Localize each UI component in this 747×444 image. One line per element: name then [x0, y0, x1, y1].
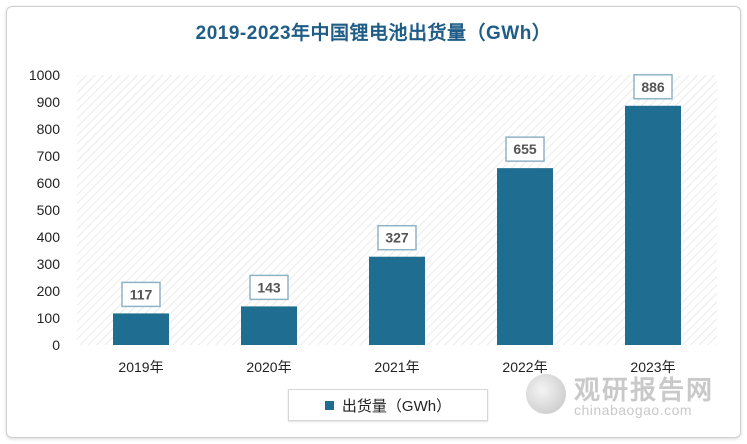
y-tick-label: 600 — [37, 175, 61, 191]
data-label: 117 — [130, 286, 153, 302]
bar — [497, 168, 553, 345]
bar — [241, 306, 297, 345]
watermark-url: chinabaogao.com — [574, 402, 693, 418]
y-tick-label: 800 — [37, 121, 61, 137]
data-labels: 117 143 327 655 886 — [121, 74, 673, 308]
y-tick-label: 0 — [52, 337, 60, 353]
y-tick-label: 100 — [37, 310, 61, 326]
bar — [369, 256, 425, 345]
x-category-label: 2021年 — [374, 359, 419, 375]
x-category-label: 2020年 — [246, 359, 291, 375]
data-label-box — [505, 136, 545, 162]
data-label-box — [249, 274, 289, 301]
data-label: 327 — [385, 230, 409, 246]
data-label-box — [121, 281, 161, 308]
bar — [625, 105, 681, 345]
legend-label: 出货量（GWh） — [341, 397, 452, 415]
y-tick-label: 300 — [37, 256, 61, 272]
x-axis: 2019年 2020年 2021年 2022年 2023年 — [118, 359, 675, 375]
chart-title: 2019-2023年中国锂电池出货量（GWh） — [195, 23, 552, 44]
y-axis: 0 100 200 300 400 500 600 700 800 900 1000 — [29, 67, 60, 353]
y-tick-label: 1000 — [29, 67, 60, 83]
data-label-box — [633, 74, 673, 100]
y-tick-label: 500 — [37, 202, 61, 218]
y-tick-label: 200 — [37, 283, 61, 299]
legend-swatch — [324, 400, 334, 410]
watermark-title: 观研报告网 — [574, 375, 715, 405]
watermark: 观研报告网 chinabaogao.com — [526, 368, 726, 424]
x-category-label: 2019年 — [118, 359, 163, 375]
watermark-logo-icon — [526, 374, 566, 414]
data-label-box — [377, 224, 417, 251]
y-tick-label: 700 — [37, 148, 61, 164]
x-category-label: 2023年 — [630, 359, 675, 375]
y-tick-label: 400 — [37, 229, 61, 245]
x-category-label: 2022年 — [502, 359, 547, 375]
y-tick-label: 900 — [37, 94, 61, 110]
bar — [113, 313, 169, 345]
data-label: 655 — [513, 141, 537, 157]
data-label: 143 — [257, 279, 281, 295]
bars — [113, 105, 681, 345]
legend: 出货量（GWh） — [288, 389, 488, 421]
data-label: 886 — [641, 79, 665, 95]
